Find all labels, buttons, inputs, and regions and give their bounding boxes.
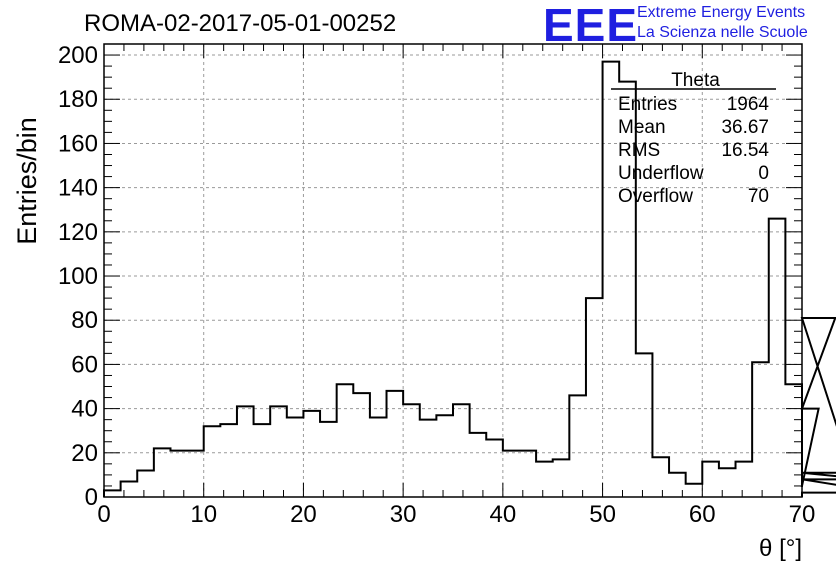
histogram-bin (403, 404, 420, 497)
histogram-bin (503, 451, 520, 497)
chart-title: ROMA-02-2017-05-01-00252 (84, 10, 397, 37)
y-tick-label: 0 (85, 484, 98, 511)
histogram-series (103, 60, 836, 497)
histogram-bin (486, 440, 503, 497)
histogram-bin (237, 406, 254, 497)
stats-box-title: Theta (671, 70, 720, 91)
y-tick-label: 80 (71, 307, 98, 334)
histogram-bin (320, 422, 337, 497)
stats-label: Entries (618, 94, 677, 115)
y-tick-label: 140 (58, 175, 98, 202)
x-tick-label: 0 (97, 501, 110, 528)
y-tick-label: 60 (71, 351, 98, 378)
histogram-bin (536, 462, 553, 497)
histogram-bin (254, 424, 271, 497)
x-tick-label: 40 (490, 501, 517, 528)
histogram-bin (785, 384, 802, 497)
histogram-bin (170, 451, 187, 497)
histogram-bin (752, 362, 769, 497)
histogram-bin (187, 451, 204, 497)
plot-frame (103, 43, 803, 498)
histogram-bin (669, 473, 686, 497)
x-tick-label: 50 (589, 501, 616, 528)
x-tick-label: 70 (789, 501, 816, 528)
histogram-bin (702, 462, 719, 497)
stats-value: 16.54 (721, 140, 769, 161)
histogram-bin (553, 459, 570, 497)
stats-label: Overflow (618, 186, 693, 207)
y-tick-label: 200 (58, 42, 98, 69)
x-tick-label: 10 (190, 501, 217, 528)
histogram-bin (270, 406, 287, 497)
histogram-bin (519, 451, 536, 497)
stats-value: 70 (748, 186, 769, 207)
logo-caption: Extreme Energy Events La Scienza nelle S… (637, 3, 808, 43)
logo-caption-line1: Extreme Energy Events (637, 4, 806, 21)
stats-label: Underflow (618, 163, 704, 184)
eee-logo: EEE (543, 0, 639, 51)
logo-caption-line2: La Scienza nelle Scuole (637, 24, 808, 41)
stats-value: 36.67 (721, 117, 769, 138)
histogram-bin (569, 395, 586, 497)
histogram-bin (736, 462, 753, 497)
histogram-bin (636, 353, 653, 497)
histogram-bin (453, 404, 470, 497)
histogram-bin (287, 417, 304, 497)
stats-label: RMS (618, 140, 660, 161)
x-axis-label: θ [°] (759, 535, 802, 562)
histogram-bin (586, 298, 603, 497)
histogram-bin (387, 391, 404, 497)
histogram-bin (470, 433, 487, 497)
x-tick-label: 30 (390, 501, 417, 528)
histogram-bin (204, 426, 221, 497)
y-tick-label: 180 (58, 86, 98, 113)
stats-value: 0 (758, 163, 769, 184)
histogram-bin (719, 468, 736, 497)
y-tick-label: 100 (58, 263, 98, 290)
histogram-bin (121, 482, 138, 497)
histogram-bin (769, 219, 786, 497)
histogram-bin (337, 384, 354, 497)
histogram-bin (303, 411, 320, 497)
stats-value: 1964 (727, 94, 770, 115)
histogram-bin (686, 484, 703, 497)
histogram-bin (154, 448, 171, 497)
histogram-bin (370, 417, 387, 497)
histogram-bin (220, 424, 237, 497)
histogram-bin (420, 420, 437, 497)
y-tick-label: 40 (71, 396, 98, 423)
x-tick-label: 60 (689, 501, 716, 528)
histogram-bin (104, 490, 121, 497)
y-tick-label: 160 (58, 130, 98, 157)
histogram-bin (652, 457, 669, 497)
histogram-bin (603, 62, 620, 497)
histogram-bin (353, 393, 370, 497)
y-tick-label: 20 (71, 440, 98, 467)
histogram-bin (436, 415, 453, 497)
y-tick-label: 120 (58, 219, 98, 246)
histogram-bin (137, 470, 154, 497)
x-tick-label: 20 (290, 501, 317, 528)
stats-label: Mean (618, 117, 666, 138)
